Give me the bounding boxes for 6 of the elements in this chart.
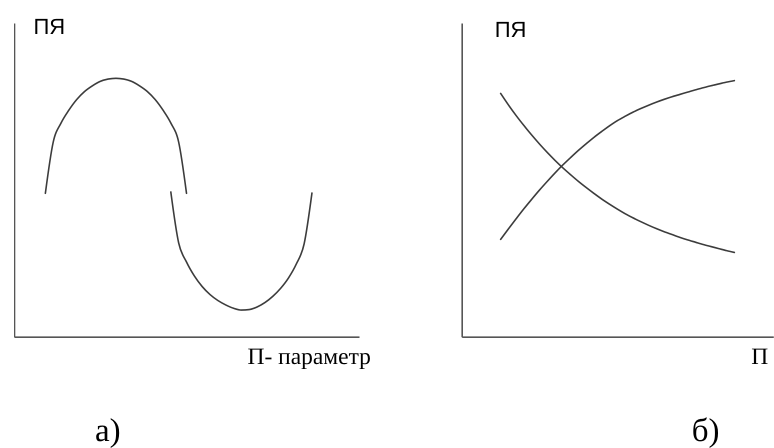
text: б)	[692, 413, 720, 448]
y-axis-title: ПЯ	[494, 17, 526, 42]
text: а)	[95, 413, 121, 448]
x-axis-title: П	[751, 344, 768, 370]
y-axis-title: ПЯ	[34, 14, 66, 39]
x-axis-title: П- параметр	[248, 344, 371, 370]
